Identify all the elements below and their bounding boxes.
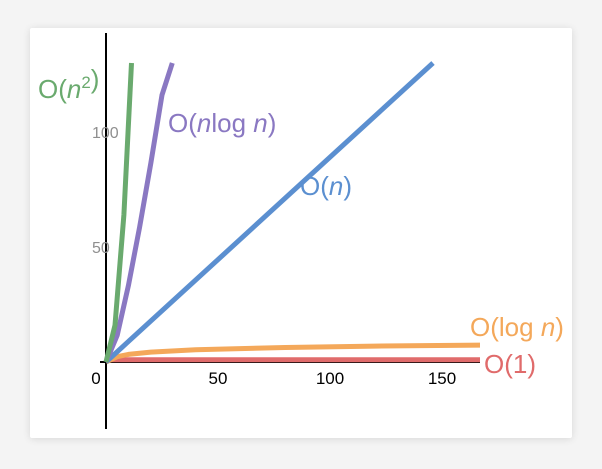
series-label: O(log n)	[470, 312, 564, 342]
origin-label: 0	[91, 369, 100, 388]
series-label: O(1)	[484, 349, 536, 379]
series-labels: O(n2) O(nlog n) O(n) O(log n) O(1)	[38, 64, 564, 379]
x-tick-label: 100	[316, 369, 344, 388]
chart-card: 0 50 100 150 50 100 O(n2) O(nlog n) O(n) O(log …	[30, 28, 572, 438]
series-line	[104, 61, 435, 364]
series-line	[104, 342, 480, 365]
series-line	[103, 62, 175, 363]
y-tick-label: 100	[92, 125, 119, 142]
chart: 0 50 100 150 50 100 O(n2) O(nlog n) O(n) O(log …	[38, 33, 564, 429]
series-label: O(nlog n)	[168, 108, 276, 138]
series-layer	[103, 61, 480, 365]
tick-labels: 0 50 100 150 50 100	[91, 125, 456, 388]
x-tick-label: 150	[428, 369, 456, 388]
series-label: O(n)	[300, 171, 352, 201]
series-label: O(n2)	[38, 64, 99, 104]
series-line	[103, 62, 134, 363]
axes	[100, 33, 480, 429]
x-tick-label: 50	[209, 369, 228, 388]
y-tick-label: 50	[92, 240, 110, 257]
